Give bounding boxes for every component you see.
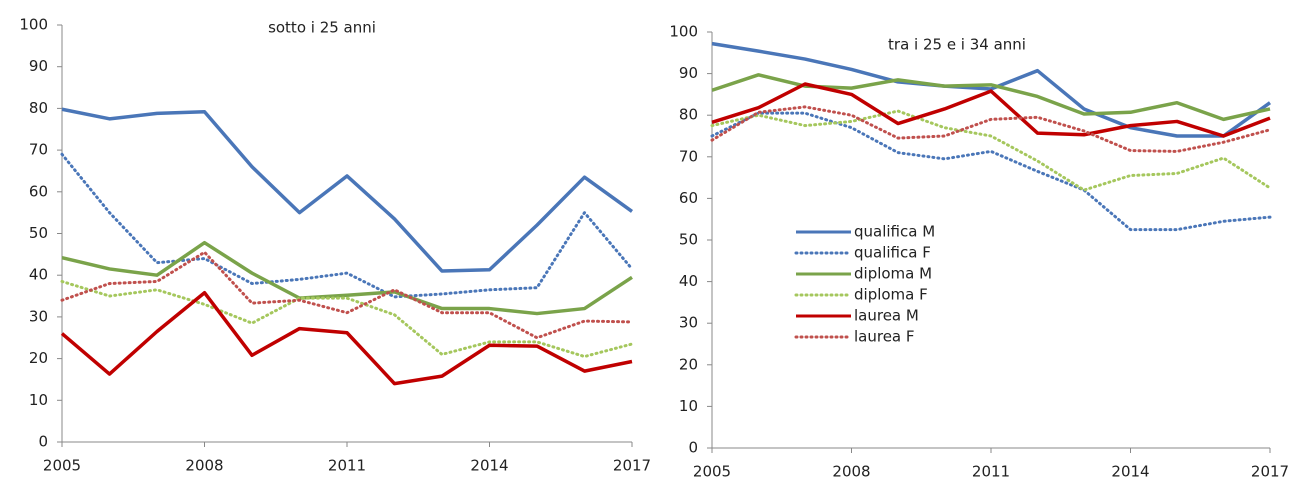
y-tick-label: 80 xyxy=(679,106,698,124)
y-tick-label: 80 xyxy=(29,99,48,117)
x-tick-label: 2008 xyxy=(832,463,870,481)
x-tick-label: 2014 xyxy=(1111,463,1149,481)
x-tick-label: 2017 xyxy=(1251,463,1289,481)
y-tick-label: 30 xyxy=(29,307,48,325)
chart-title: tra i 25 e i 34 anni xyxy=(888,36,1026,54)
series-line xyxy=(61,240,633,316)
legend-label: laurea F xyxy=(854,328,915,346)
y-tick-label: 20 xyxy=(679,355,698,373)
series-line xyxy=(710,109,1272,192)
y-tick-label: 70 xyxy=(29,141,48,159)
y-tick-label: 40 xyxy=(29,266,48,284)
series-line xyxy=(60,279,634,359)
series-line xyxy=(710,111,1272,232)
legend-label: qualifica F xyxy=(854,244,931,262)
y-tick-label: 50 xyxy=(29,224,48,242)
series-line xyxy=(710,105,1272,153)
series-line xyxy=(61,107,634,273)
series-line xyxy=(60,152,634,299)
y-tick-label: 40 xyxy=(679,272,698,290)
y-tick-label: 50 xyxy=(679,231,698,249)
y-tick-label: 70 xyxy=(679,147,698,165)
y-tick-label: 100 xyxy=(669,23,698,41)
y-tick-label: 90 xyxy=(29,57,48,75)
legend-label: diploma M xyxy=(854,265,932,283)
legend-label: laurea M xyxy=(854,307,919,325)
series-line xyxy=(60,290,633,386)
y-tick-label: 60 xyxy=(29,182,48,200)
x-tick-label: 2017 xyxy=(613,457,651,475)
x-tick-label: 2005 xyxy=(693,463,731,481)
x-tick-label: 2011 xyxy=(972,463,1010,481)
y-tick-label: 10 xyxy=(679,397,698,415)
y-tick-label: 20 xyxy=(29,349,48,367)
x-tick-label: 2014 xyxy=(470,457,508,475)
chart-title: sotto i 25 anni xyxy=(268,19,376,37)
x-tick-label: 2011 xyxy=(328,457,366,475)
series-line xyxy=(711,82,1271,138)
y-tick-label: 0 xyxy=(688,439,698,457)
series-line xyxy=(711,41,1272,138)
legend-label: diploma F xyxy=(854,286,928,304)
series-line xyxy=(60,250,634,340)
x-tick-label: 2005 xyxy=(43,457,81,475)
y-tick-label: 60 xyxy=(679,189,698,207)
x-tick-label: 2008 xyxy=(185,457,223,475)
series-line xyxy=(711,73,1271,122)
legend-label: qualifica M xyxy=(854,223,935,241)
y-tick-label: 10 xyxy=(29,391,48,409)
y-tick-label: 100 xyxy=(19,16,48,34)
y-tick-label: 90 xyxy=(679,64,698,82)
y-tick-label: 0 xyxy=(38,433,48,451)
y-tick-label: 30 xyxy=(679,314,698,332)
